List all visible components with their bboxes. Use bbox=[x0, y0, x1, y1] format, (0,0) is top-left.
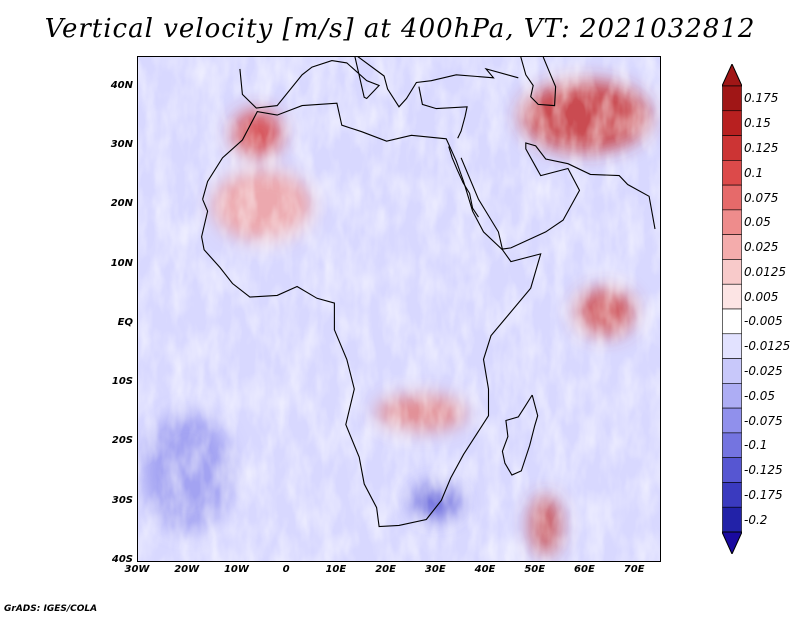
africa-coast bbox=[201, 102, 542, 528]
red-sea-west bbox=[448, 146, 479, 218]
colorbar-segment bbox=[722, 482, 742, 508]
colorbar-level-label: 0.175 bbox=[744, 91, 779, 106]
colorbar bbox=[722, 64, 742, 554]
colorbar-level-label: -0.05 bbox=[744, 388, 776, 403]
lon-tick-label: 60E bbox=[574, 564, 595, 575]
colorbar-segment bbox=[722, 234, 742, 260]
lon-tick-label: 20E bbox=[375, 564, 396, 575]
lat-tick-label: 10S bbox=[111, 376, 133, 388]
colorbar-level-label: 0.025 bbox=[744, 240, 779, 255]
colorbar-level-label: -0.025 bbox=[744, 363, 783, 378]
colorbar-segment bbox=[722, 506, 742, 533]
colorbar-level-label: -0.125 bbox=[744, 463, 783, 478]
colorbar-segment bbox=[722, 283, 742, 310]
colorbar-level-label: -0.005 bbox=[744, 314, 783, 329]
colorbar-segment bbox=[722, 209, 742, 235]
colorbar-segment bbox=[722, 432, 742, 458]
lon-tick-label: 10E bbox=[325, 564, 347, 575]
europe-coast bbox=[239, 57, 519, 109]
colorbar-segment bbox=[722, 358, 742, 384]
colorbar-level-label: 0.05 bbox=[744, 215, 771, 230]
chart-title: Vertical velocity [m/s] at 400hPa, VT: 2… bbox=[44, 14, 756, 44]
colorbar-segment bbox=[722, 457, 742, 483]
colorbar-segment bbox=[722, 308, 742, 335]
lat-tick-label: 20N bbox=[110, 198, 133, 210]
lon-tick-label: 10W bbox=[223, 564, 249, 575]
colorbar-segment bbox=[722, 184, 742, 211]
lat-tick-label: 30S bbox=[111, 494, 133, 506]
lon-tick-label: 70E bbox=[623, 564, 645, 575]
map-panel bbox=[137, 56, 661, 562]
colorbar-segment bbox=[722, 85, 742, 112]
colorbar-segment bbox=[722, 160, 742, 186]
colorbar-level-label: 0.1 bbox=[744, 165, 764, 180]
colorbar-segment bbox=[722, 110, 742, 136]
colorbar-level-label: -0.075 bbox=[744, 413, 783, 428]
colorbar-level-label: 0.005 bbox=[744, 289, 779, 304]
anatolia-coast bbox=[418, 86, 468, 139]
colorbar-segment bbox=[722, 383, 742, 409]
grads-credit: GrADS: IGES/COLA bbox=[4, 604, 98, 614]
colorbar-level-label: -0.0125 bbox=[744, 339, 791, 354]
lon-tick-label: 0 bbox=[282, 564, 290, 575]
lon-tick-label: 20W bbox=[174, 564, 200, 575]
colorbar-level-label: -0.175 bbox=[744, 487, 783, 502]
lat-tick-label: 30N bbox=[110, 138, 133, 150]
colorbar-level-label: 0.125 bbox=[744, 140, 779, 155]
colorbar-level-label: 0.075 bbox=[744, 190, 779, 205]
colorbar-bottom-arrow bbox=[722, 531, 742, 554]
lon-tick-label: 30W bbox=[124, 564, 150, 575]
lon-tick-label: 30E bbox=[424, 564, 446, 575]
lat-tick-label: 40N bbox=[110, 79, 133, 91]
map-canvas bbox=[138, 57, 660, 561]
lat-tick-label: 20S bbox=[111, 435, 133, 447]
caspian-coast bbox=[520, 57, 557, 107]
colorbar-top-arrow bbox=[722, 64, 742, 87]
colorbar-level-label: 0.15 bbox=[744, 116, 771, 131]
lat-tick-label: 10N bbox=[110, 257, 133, 269]
colorbar-level-label: 0.0125 bbox=[744, 264, 786, 279]
colorbar-level-label: -0.2 bbox=[744, 512, 768, 527]
colorbar-segment bbox=[722, 135, 742, 161]
coastline bbox=[201, 57, 656, 528]
lat-tick-label: EQ bbox=[117, 316, 133, 328]
colorbar-segment bbox=[722, 407, 742, 434]
field-texture bbox=[138, 57, 660, 561]
colorbar-segment bbox=[722, 259, 742, 285]
lat-tick-label: 40S bbox=[111, 554, 133, 565]
madagascar-coast bbox=[501, 394, 539, 476]
colorbar-level-label: -0.1 bbox=[744, 438, 768, 453]
arabia-coast bbox=[460, 142, 656, 250]
lon-tick-label: 40E bbox=[474, 564, 496, 575]
lon-tick-label: 50E bbox=[524, 564, 546, 575]
colorbar-segment bbox=[722, 333, 742, 359]
